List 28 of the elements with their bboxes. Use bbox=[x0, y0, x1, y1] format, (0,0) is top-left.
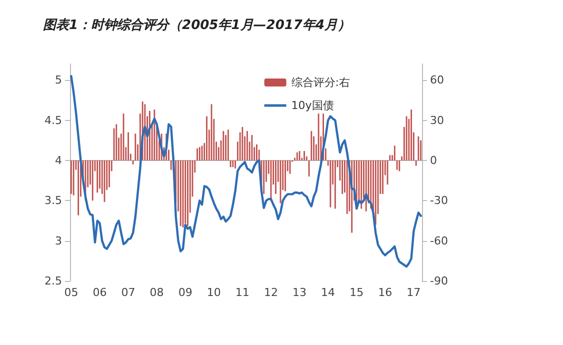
x-tick-label: 15 bbox=[350, 286, 364, 299]
x-tick-label: 11 bbox=[235, 286, 250, 299]
y-tick-label: 5 bbox=[55, 74, 62, 87]
y-tick-label: 4.5 bbox=[44, 114, 62, 127]
y2-tick-label: -30 bbox=[430, 194, 448, 208]
legend-label: 10y国债 bbox=[291, 99, 334, 112]
y2-tick-label: -90 bbox=[430, 274, 448, 288]
x-tick-label: 14 bbox=[321, 286, 336, 299]
x-tick-label: 12 bbox=[264, 286, 278, 299]
x-tick-label: 09 bbox=[178, 286, 192, 299]
y-tick-label: 3 bbox=[55, 234, 62, 248]
x-tick-label: 17 bbox=[406, 286, 421, 299]
x-tick-label: 05 bbox=[64, 286, 78, 299]
y2-tick-label: -60 bbox=[430, 234, 448, 248]
y2-tick-label: 0 bbox=[430, 154, 437, 167]
y2-tick-label: 60 bbox=[430, 74, 444, 87]
x-tick-label: 16 bbox=[378, 286, 392, 299]
chart-title: 图表1：时钟综合评分（2005年1月—2017年4月） bbox=[43, 17, 350, 33]
y-tick-label: 2.5 bbox=[44, 274, 62, 288]
x-tick-label: 10 bbox=[206, 286, 221, 299]
x-tick-label: 06 bbox=[92, 286, 107, 299]
y2-tick-label: 30 bbox=[430, 114, 444, 127]
x-tick-label: 07 bbox=[121, 286, 136, 299]
legend-label: 综合评分:右 bbox=[291, 76, 350, 89]
y-tick-label: 4 bbox=[55, 154, 62, 167]
x-tick-label: 08 bbox=[150, 286, 164, 299]
y-tick-label: 3.5 bbox=[44, 194, 62, 208]
x-tick-label: 13 bbox=[292, 286, 307, 299]
